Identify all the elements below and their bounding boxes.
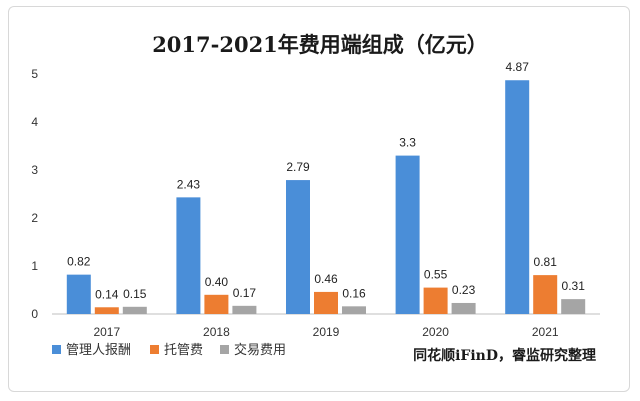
bar-trading-cost [122,306,147,314]
bar-trading-cost [232,305,257,314]
bar-custody-fee [423,287,448,314]
bar-custody-fee [94,307,119,314]
data-label: 0.82 [67,255,91,269]
data-label: 0.40 [205,275,229,289]
y-tick-label: 2 [31,211,38,225]
bar-manager-fee [176,197,201,314]
bar-custody-fee [314,291,338,314]
data-label: 0.17 [233,286,257,300]
bar-trading-cost [451,302,476,314]
bar-custody-fee [204,294,229,314]
bar-custody-fee [533,275,558,314]
data-label: 0.16 [342,286,366,300]
bar-manager-fee [505,80,530,315]
y-tick-label: 4 [31,115,38,129]
bar-manager-fee [286,180,310,314]
x-tick-label: 2017 [93,325,120,339]
bar-trading-cost [342,306,366,314]
x-tick-label: 2019 [313,325,340,339]
y-tick-label: 3 [31,163,38,177]
data-label: 2.79 [286,160,310,174]
data-label: 3.3 [399,136,416,150]
legend-swatch [52,345,61,354]
data-labels: 0.82 0.14 0.15 2.43 0.40 0.17 2.79 0.46 0.16 3.3 0… [67,60,585,301]
bar-trading-cost [561,299,586,314]
data-label: 2.43 [177,177,201,191]
legend-label: 管理人报酬 [66,342,131,357]
x-tick-label: 2020 [422,325,449,339]
data-label: 0.14 [95,287,119,301]
data-label: 0.55 [424,268,448,282]
data-label: 4.87 [506,60,530,74]
source-note: 同花顺iFinD，睿监研究整理 [413,347,596,364]
chart-title: 2017-2021年费用端组成（亿元） [152,32,488,57]
data-label: 0.23 [452,283,476,297]
bar-manager-fee [395,155,420,314]
x-tick-label: 2021 [532,325,559,339]
x-tick-label: 2018 [203,325,230,339]
legend-label: 交易费用 [234,342,286,357]
data-label: 0.46 [314,272,338,286]
y-axis-ticks: 0 1 2 3 4 5 [31,67,38,321]
bar-manager-fee [66,274,91,314]
bars [66,80,586,315]
x-axis-ticks: 2017 2018 2019 2020 2021 [93,325,558,339]
legend-swatch [220,345,229,354]
legend: 管理人报酬 托管费 交易费用 [52,342,286,357]
legend-swatch [150,345,159,354]
data-label: 0.31 [562,279,586,293]
y-tick-label: 1 [31,259,38,273]
data-label: 0.81 [534,255,558,269]
y-tick-label: 0 [31,307,38,321]
y-tick-label: 5 [31,67,38,81]
data-label: 0.15 [123,287,147,301]
legend-label: 托管费 [164,342,203,357]
